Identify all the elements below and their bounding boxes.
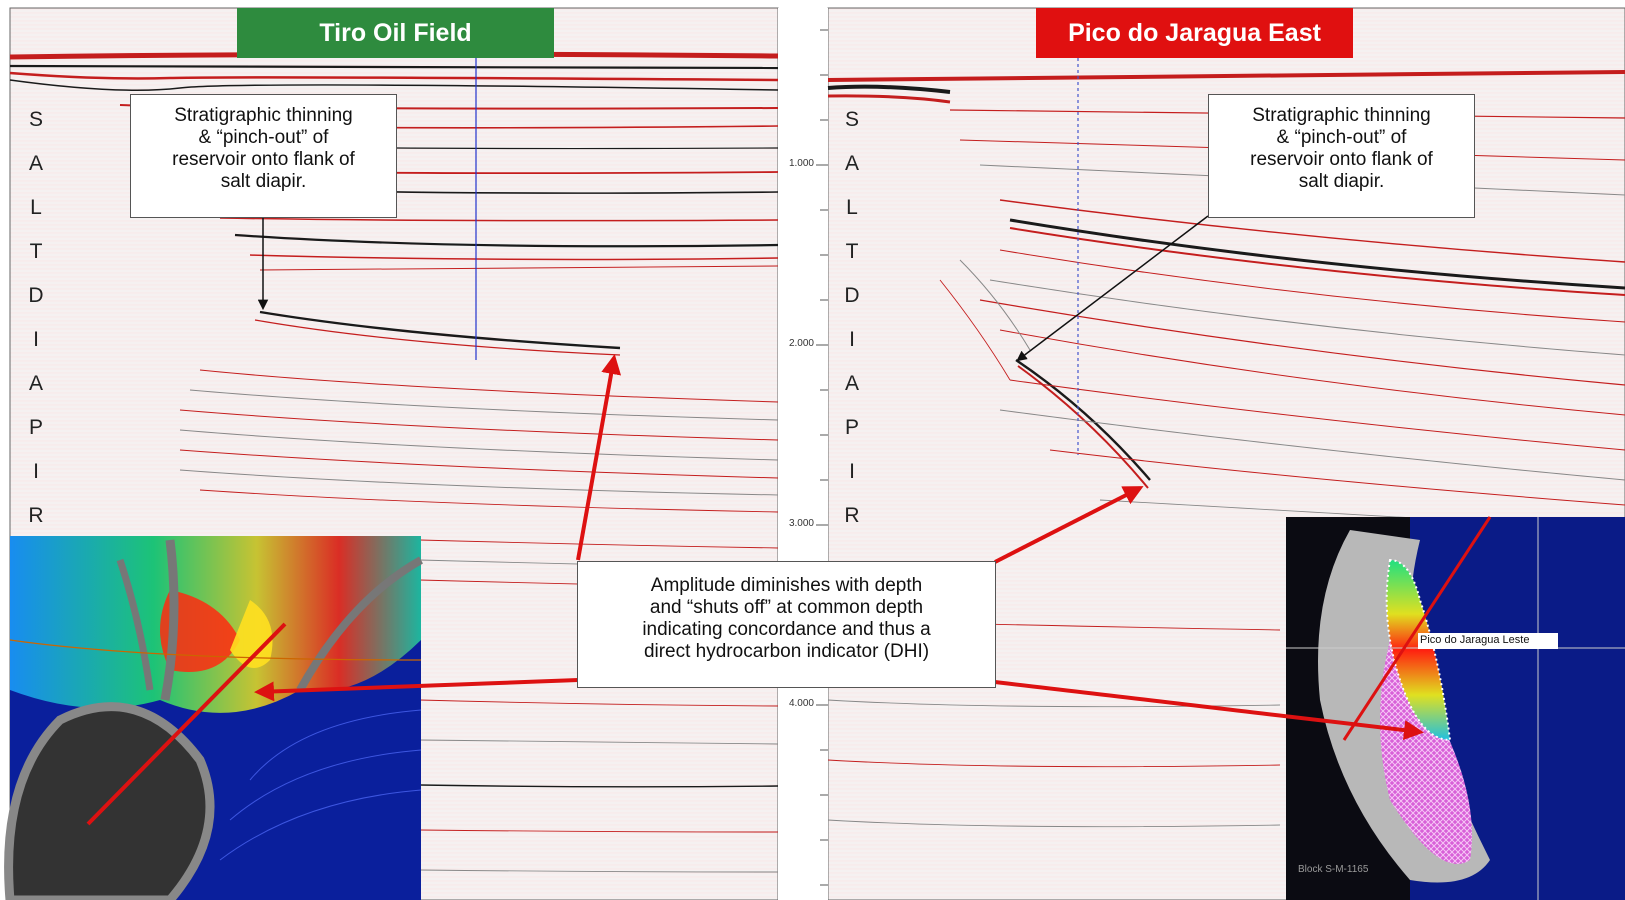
salt-letter: I bbox=[849, 460, 855, 483]
callout-line: Stratigraphic thinning bbox=[1252, 105, 1431, 126]
left-panel-title: Tiro Oil Field bbox=[237, 8, 554, 58]
callout-line: Stratigraphic thinning bbox=[174, 105, 353, 126]
arrow-to-left-reflector bbox=[576, 354, 622, 561]
salt-letter: D bbox=[28, 284, 44, 307]
depth-label-4000: 4.000 bbox=[788, 698, 814, 709]
callout-line: & “pinch-out” of bbox=[198, 127, 329, 148]
salt-letter: I bbox=[849, 328, 855, 351]
block-label: Block S-M-1165 bbox=[1298, 864, 1369, 875]
callout-line: indicating concordance and thus a bbox=[642, 619, 931, 640]
callout-line: reservoir onto flank of bbox=[172, 149, 355, 170]
callout-line: & “pinch-out” of bbox=[1276, 127, 1407, 148]
salt-letter: T bbox=[845, 240, 859, 263]
callout-line: Amplitude diminishes with depth bbox=[650, 575, 923, 596]
salt-letter: A bbox=[844, 372, 859, 395]
salt-letter: I bbox=[33, 328, 39, 351]
right-panel-title: Pico do Jaragua East bbox=[1036, 8, 1353, 58]
salt-letter: D bbox=[844, 284, 860, 307]
right-thinning-callout: Stratigraphic thinning & “pinch-out” of … bbox=[1208, 94, 1475, 218]
arrow-to-right-map bbox=[994, 680, 1424, 741]
salt-letter: S bbox=[844, 108, 859, 131]
right-pinchout-pointer bbox=[1016, 215, 1209, 362]
left-panel-title-text: Tiro Oil Field bbox=[319, 19, 472, 47]
callout-line: salt diapir. bbox=[1298, 171, 1385, 192]
salt-letter: R bbox=[844, 504, 860, 527]
salt-letter: A bbox=[28, 372, 43, 395]
right-amplitude-map bbox=[1286, 516, 1625, 900]
salt-letter: P bbox=[844, 416, 859, 439]
depth-label-2000: 2.000 bbox=[788, 338, 814, 349]
left-salt-diapir-label: S A L T D I A P I R bbox=[26, 108, 46, 528]
red-arrows bbox=[254, 354, 1424, 741]
left-amplitude-map bbox=[4, 536, 423, 900]
right-salt-diapir-label: S A L T D I A P I R bbox=[842, 108, 862, 528]
right-panel-title-text: Pico do Jaragua East bbox=[1068, 19, 1321, 47]
amplitude-dhi-callout: Amplitude diminishes with depth and “shu… bbox=[577, 561, 996, 688]
salt-letter: I bbox=[33, 460, 39, 483]
callout-line: reservoir onto flank of bbox=[1250, 149, 1433, 170]
depth-label-1000: 1.000 bbox=[788, 158, 814, 169]
depth-label-3000: 3.000 bbox=[788, 518, 814, 529]
salt-letter: L bbox=[30, 196, 42, 219]
salt-letter: S bbox=[28, 108, 43, 131]
depth-axis-strip bbox=[778, 8, 828, 900]
salt-letter: T bbox=[29, 240, 43, 263]
right-map-field-label: Pico do Jaragua Leste bbox=[1420, 634, 1530, 646]
callout-line: salt diapir. bbox=[220, 171, 307, 192]
salt-letter: A bbox=[844, 152, 859, 175]
arrow-to-left-map bbox=[254, 678, 579, 702]
callout-line: and “shuts off” at common depth bbox=[649, 597, 924, 618]
salt-letter: R bbox=[28, 504, 44, 527]
callout-line: direct hydrocarbon indicator (DHI) bbox=[643, 641, 930, 662]
salt-letter: L bbox=[846, 196, 858, 219]
left-thinning-callout: Stratigraphic thinning & “pinch-out” of … bbox=[130, 94, 397, 218]
arrow-to-right-reflector bbox=[994, 486, 1144, 564]
right-reflectors bbox=[827, 70, 1625, 828]
salt-letter: P bbox=[28, 416, 43, 439]
black-pointers bbox=[257, 215, 1209, 362]
salt-letter: A bbox=[28, 152, 43, 175]
